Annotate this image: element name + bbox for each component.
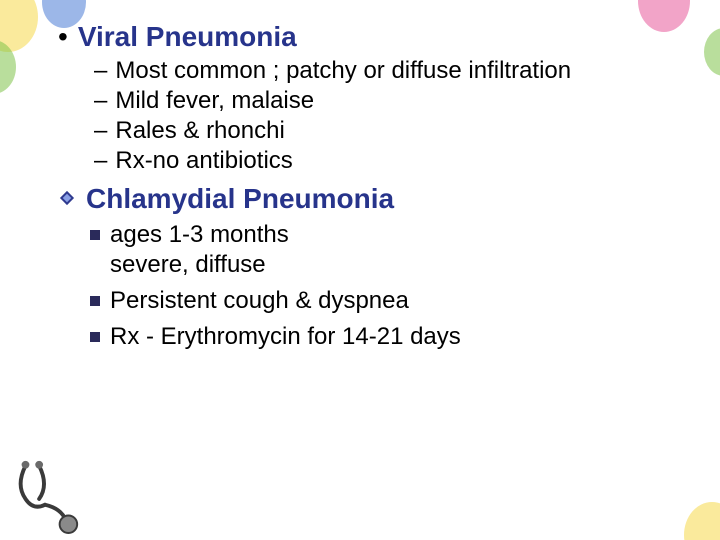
- dash-bullet-icon: –: [94, 86, 107, 116]
- section-title: Chlamydial Pneumonia: [86, 182, 394, 216]
- list-item-text: Rx-no antibiotics: [115, 146, 292, 176]
- list-item-text: ages 1-3 months severe, diffuse: [110, 220, 289, 280]
- list-item: – Mild fever, malaise: [94, 86, 668, 116]
- heading-row: • Viral Pneumonia: [58, 20, 668, 54]
- balloon-decoration: [684, 502, 720, 540]
- sub-list: – Most common ; patchy or diffuse infilt…: [94, 56, 668, 176]
- dash-bullet-icon: –: [94, 56, 107, 86]
- list-item-line: ages 1-3 months: [110, 221, 289, 248]
- list-item: Rx - Erythromycin for 14-21 days: [90, 322, 668, 352]
- list-item-text: Rales & rhonchi: [115, 116, 284, 146]
- list-item: – Most common ; patchy or diffuse infilt…: [94, 56, 668, 86]
- list-item: ages 1-3 months severe, diffuse: [90, 220, 668, 280]
- content-area: • Viral Pneumonia – Most common ; patchy…: [58, 20, 668, 358]
- bullet-diamond-icon: [58, 189, 76, 212]
- slide: • Viral Pneumonia – Most common ; patchy…: [0, 0, 720, 540]
- list-item-line: severe, diffuse: [110, 251, 266, 278]
- list-item-text: Most common ; patchy or diffuse infiltra…: [115, 56, 571, 86]
- list-item-text: Persistent cough & dyspnea: [110, 286, 409, 316]
- stethoscope-icon: [6, 456, 84, 534]
- list-item: Persistent cough & dyspnea: [90, 286, 668, 316]
- heading-row: Chlamydial Pneumonia: [58, 182, 668, 216]
- list-item-text: Rx - Erythromycin for 14-21 days: [110, 322, 461, 352]
- sub-list: ages 1-3 months severe, diffuse Persiste…: [90, 220, 668, 352]
- list-item-text: Mild fever, malaise: [115, 86, 314, 116]
- dash-bullet-icon: –: [94, 146, 107, 176]
- bullet-disc-icon: •: [58, 20, 68, 54]
- square-bullet-icon: [90, 332, 100, 342]
- square-bullet-icon: [90, 296, 100, 306]
- section-title: Viral Pneumonia: [78, 20, 297, 54]
- dash-bullet-icon: –: [94, 116, 107, 146]
- square-bullet-icon: [90, 230, 100, 240]
- list-item: – Rales & rhonchi: [94, 116, 668, 146]
- balloon-decoration: [704, 28, 720, 76]
- list-item: – Rx-no antibiotics: [94, 146, 668, 176]
